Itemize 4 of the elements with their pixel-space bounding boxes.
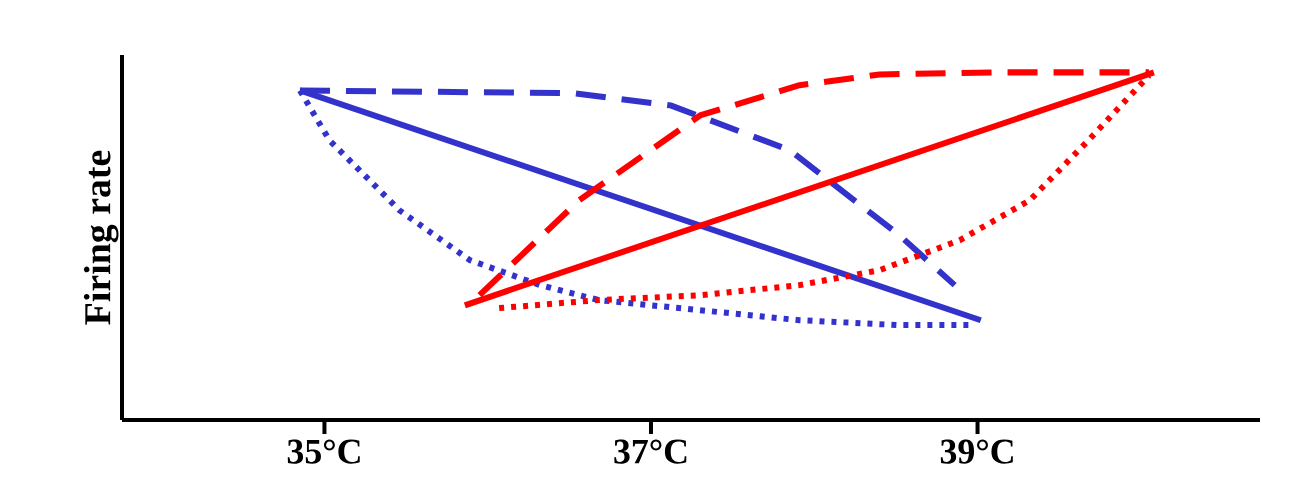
y-axis-title: Firing rate [83, 150, 119, 325]
x-tick-label: 39°C [940, 439, 1013, 464]
x-tick-label: 35°C [287, 439, 360, 464]
x-tick-label: 37°C [614, 439, 687, 464]
